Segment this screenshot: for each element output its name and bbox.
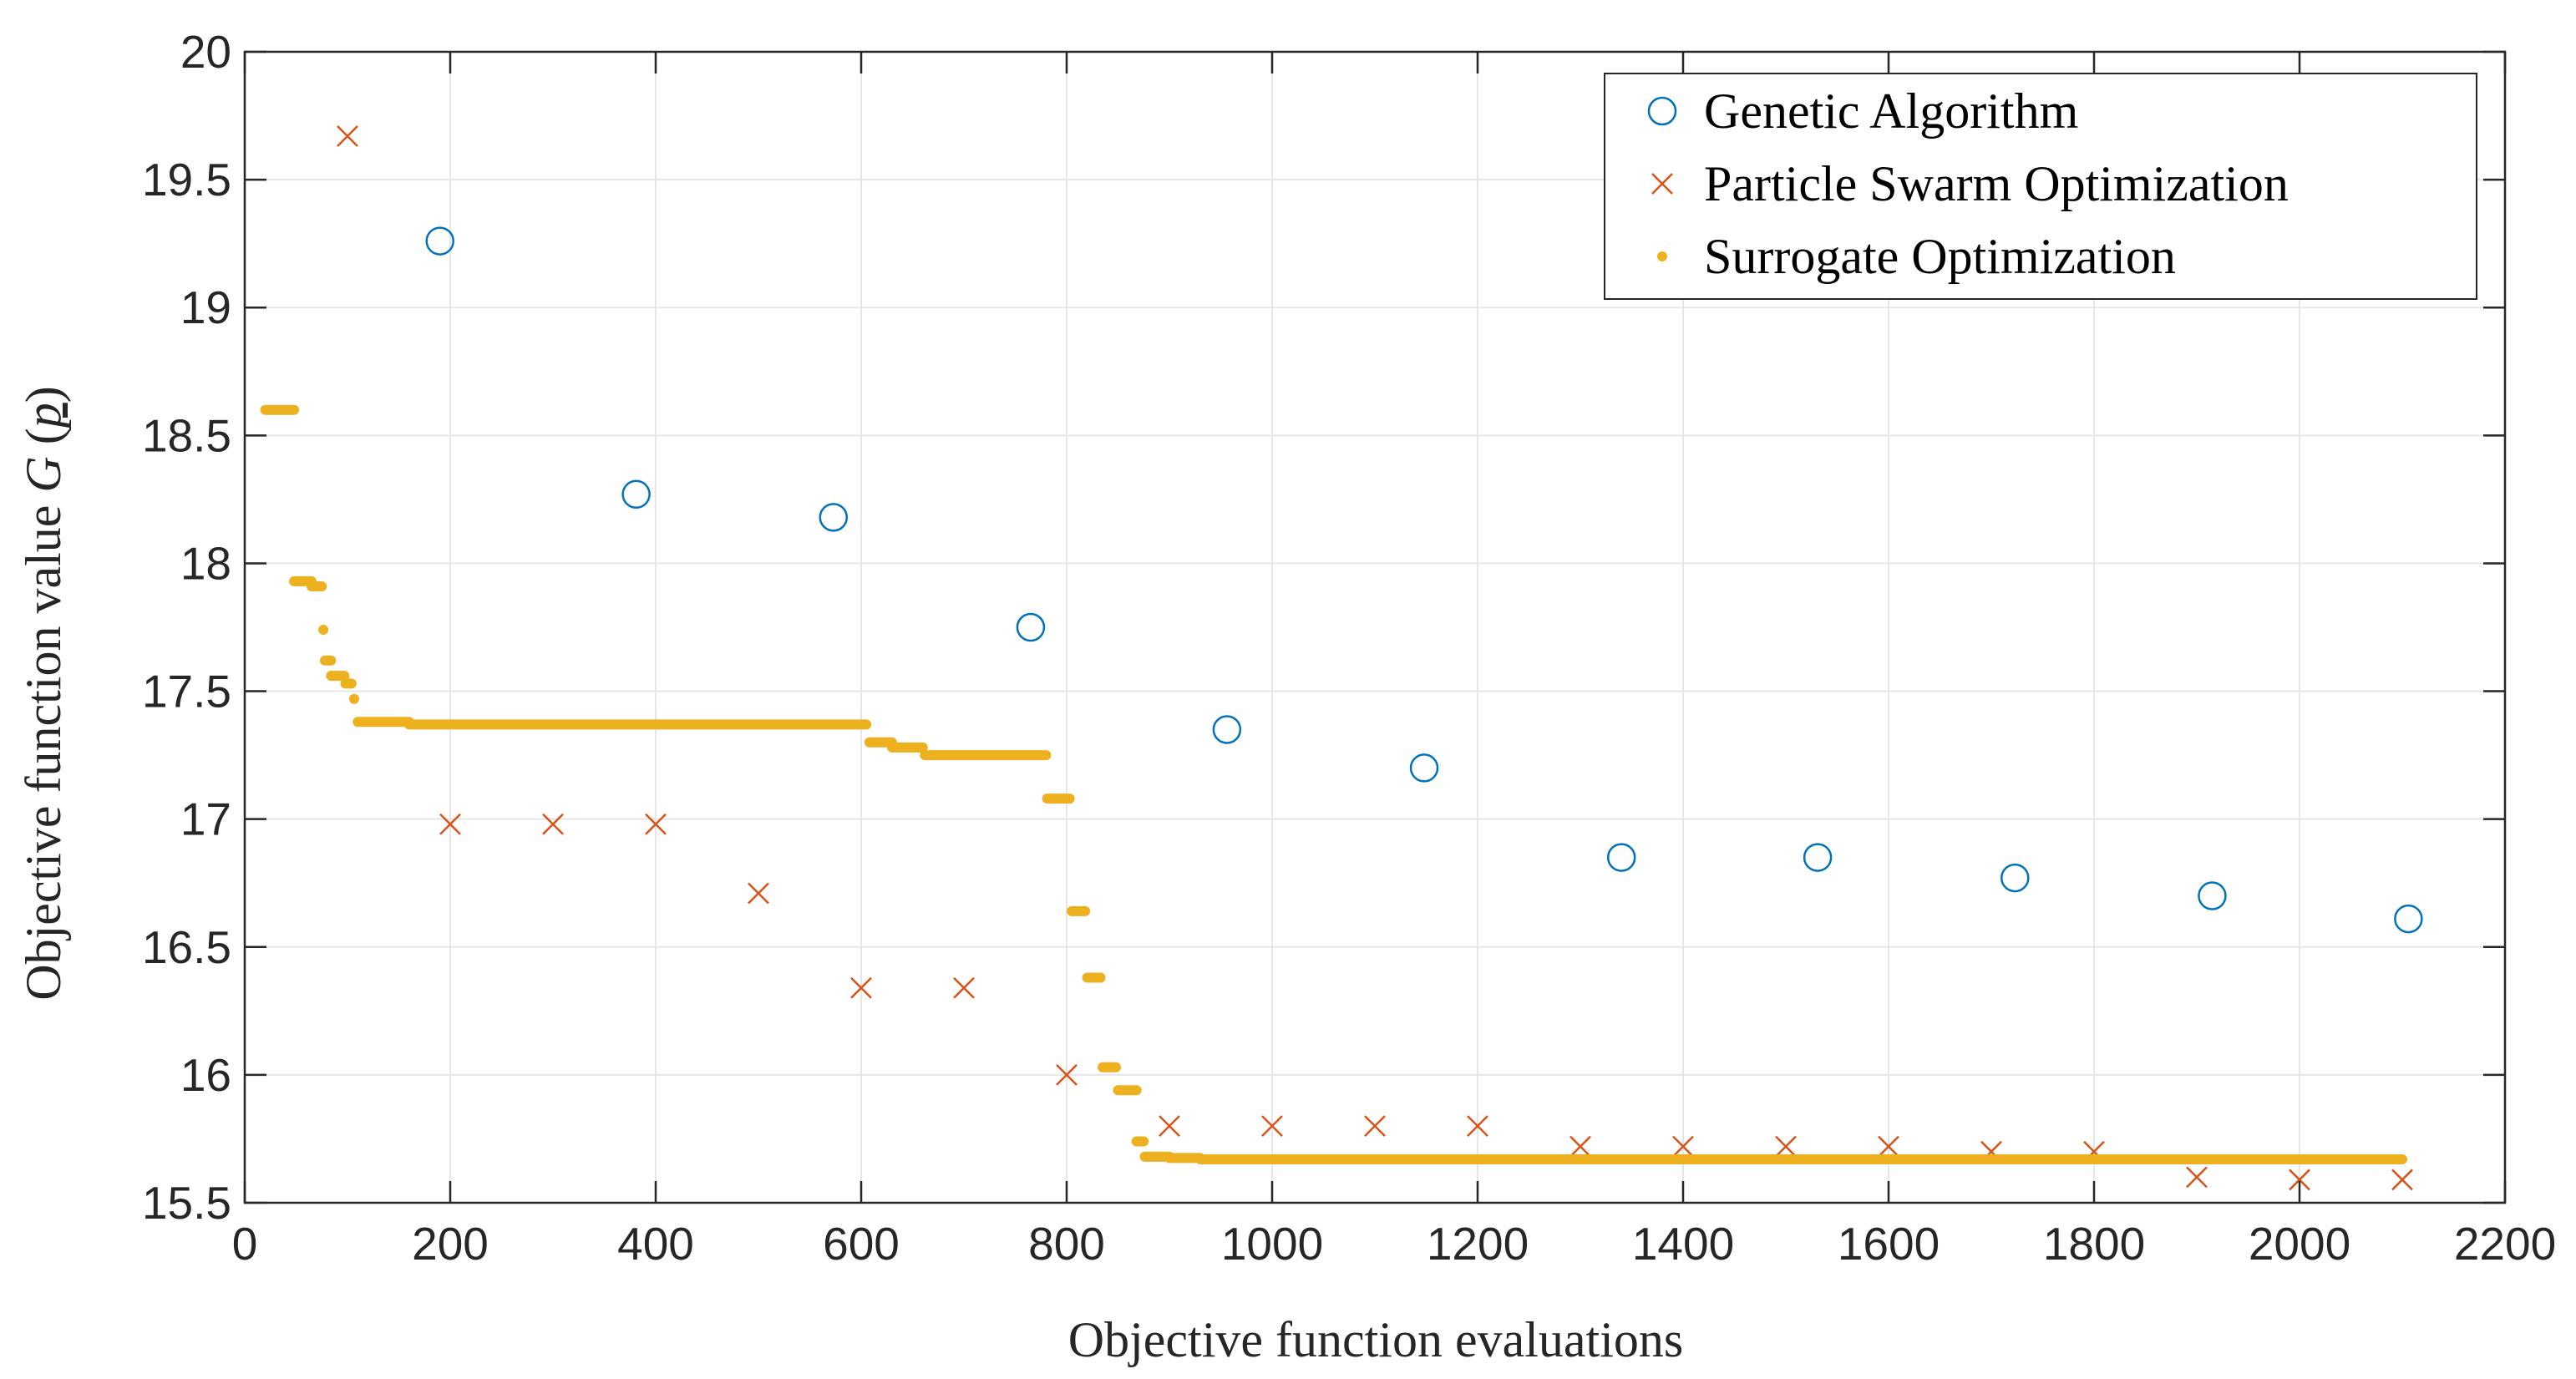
x-tick-label: 0 (232, 1218, 258, 1270)
pso-point (2289, 1169, 2310, 1191)
legend-label: Particle Swarm Optimization (1704, 156, 2289, 211)
y-tick-label: 16 (180, 1049, 231, 1101)
x-tick-label: 1200 (1427, 1218, 1529, 1270)
pso-point (953, 976, 975, 999)
pso-point (645, 813, 667, 835)
pso-point (1775, 1135, 1797, 1158)
x-tick-label: 1400 (1632, 1218, 1734, 1270)
x-tick-label: 1800 (2043, 1218, 2145, 1270)
ga-point (1803, 843, 1833, 872)
pso-point (337, 125, 358, 147)
pso-point (542, 813, 564, 835)
legend-marker-dot (1657, 251, 1667, 261)
legend-marker-circle (1647, 96, 1677, 126)
axes (243, 50, 2507, 1204)
x-tick-label: 1000 (1221, 1218, 1323, 1270)
y-tick-label: 18.5 (142, 409, 231, 461)
y-tick-label: 20 (180, 26, 231, 78)
legend-label: Genetic Algorithm (1704, 84, 2078, 139)
pso-point (1159, 1115, 1180, 1138)
series-circle (425, 226, 2423, 934)
pso-point (1569, 1135, 1591, 1158)
y-tick-label: 17 (180, 793, 231, 845)
pso-point (2391, 1169, 2413, 1191)
y-tick-label: 15.5 (142, 1177, 231, 1229)
tick-labels: 0 200 400 600 800 1000 1200 1400 1600 1800 2000 220… (142, 26, 2556, 1270)
surrogate-point (348, 693, 359, 704)
x-tick-label: 2200 (2454, 1218, 2556, 1270)
y-tick-label: 16.5 (142, 921, 231, 973)
ga-point (1606, 843, 1636, 872)
y-axis-label-prefix: Objective function value (16, 493, 71, 1001)
pso-point (439, 813, 461, 835)
plot-area (260, 125, 2423, 1191)
legend-label: Surrogate Optimization (1704, 229, 2176, 284)
pso-point (2186, 1166, 2208, 1189)
x-tick-label: 200 (412, 1218, 489, 1270)
x-tick-label: 400 (617, 1218, 694, 1270)
y-tick-label: 17.5 (142, 666, 231, 717)
ga-point (2394, 904, 2423, 934)
y-axis-label-symbol: G (16, 456, 71, 492)
pso-point (1261, 1115, 1283, 1138)
ga-point (1016, 612, 1046, 642)
ga-point (2198, 881, 2227, 910)
axes-box (243, 50, 2507, 1204)
ga-point (2000, 863, 2030, 893)
x-tick-label: 1600 (1838, 1218, 1940, 1270)
x-axis-label: Objective function evaluations (1068, 1312, 1683, 1367)
pso-point (850, 976, 872, 999)
ga-point (819, 503, 849, 532)
y-tick-label: 18 (180, 537, 231, 589)
series-dot (260, 404, 2407, 1164)
pso-point (1056, 1064, 1078, 1086)
legend: Genetic Algorithm Particle Swarm Optimiza… (1604, 73, 2477, 300)
ga-point (1409, 753, 1439, 783)
x-tick-label: 2000 (2249, 1218, 2350, 1270)
pso-point (1364, 1115, 1386, 1138)
y-axis-label: Objective function value G (p) (16, 386, 71, 1000)
x-tick-label: 800 (1028, 1218, 1105, 1270)
surrogate-point (318, 625, 329, 636)
y-axis-label-open: ( (16, 428, 71, 444)
legend-marker-x (1651, 173, 1673, 195)
series-x (337, 125, 2413, 1191)
y-axis-label-arg: p (16, 403, 71, 431)
ga-point (621, 479, 651, 510)
pso-point (1467, 1115, 1488, 1138)
legend-box (1604, 73, 2477, 300)
y-axis-label-close: ) (16, 386, 71, 403)
ga-point (1212, 715, 1242, 744)
pso-point (748, 882, 769, 905)
pso-point (1672, 1135, 1694, 1158)
pso-point (1878, 1135, 1899, 1158)
y-tick-label: 19.5 (142, 154, 231, 205)
x-tick-label: 600 (823, 1218, 900, 1270)
ga-point (425, 226, 454, 256)
y-tick-label: 19 (180, 281, 231, 333)
